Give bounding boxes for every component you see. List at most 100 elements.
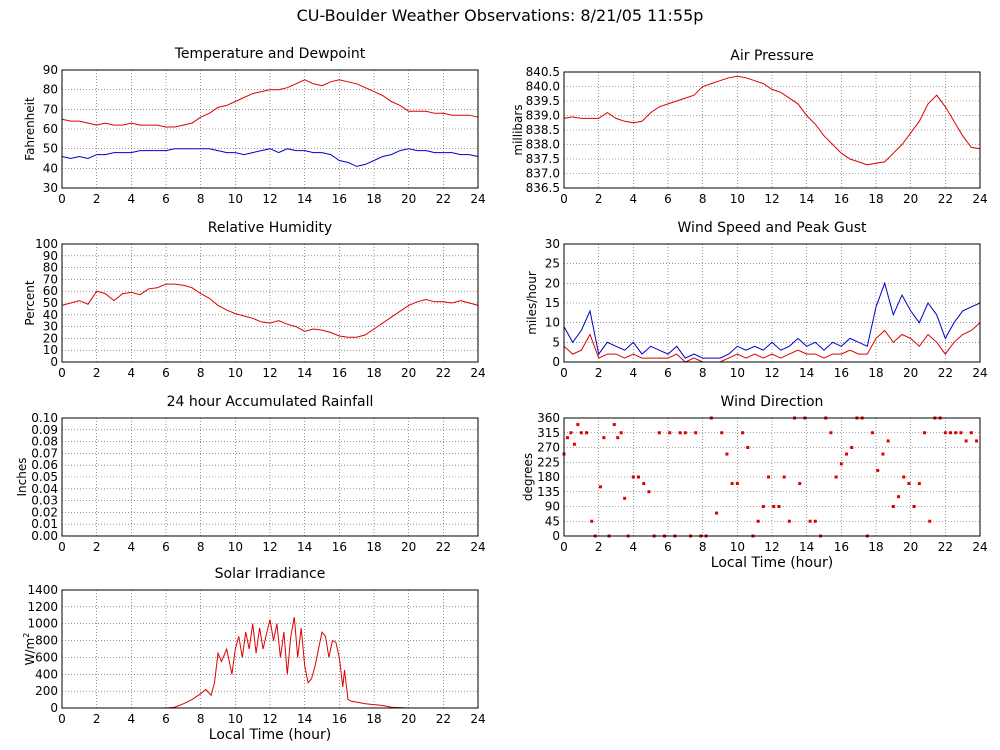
x-tick-label: 22 bbox=[436, 366, 451, 380]
data-point bbox=[647, 490, 651, 494]
y-tick-label: 840.0 bbox=[526, 80, 560, 94]
y-axis-label: W/m2 bbox=[22, 633, 37, 666]
series-line-red bbox=[563, 322, 981, 363]
x-tick-label: 14 bbox=[799, 366, 814, 380]
data-point bbox=[569, 431, 573, 435]
y-tick-label: 315 bbox=[537, 426, 560, 440]
data-point bbox=[735, 482, 739, 486]
y-tick-label: 0.01 bbox=[31, 517, 58, 531]
data-point bbox=[975, 439, 979, 443]
data-point bbox=[668, 431, 672, 435]
data-point bbox=[598, 485, 602, 489]
series-line-blue bbox=[563, 281, 981, 359]
y-tick-label: 0.00 bbox=[31, 529, 58, 543]
y-tick-label: 25 bbox=[545, 257, 560, 271]
y-tick-label: 10 bbox=[545, 316, 560, 330]
x-tick-label: 0 bbox=[58, 366, 66, 380]
x-axis-label: Local Time (hour) bbox=[209, 727, 331, 743]
x-tick-label: 4 bbox=[128, 366, 136, 380]
y-tick-label: 80 bbox=[43, 83, 58, 97]
x-tick-label: 12 bbox=[764, 366, 779, 380]
y-tick-label: 20 bbox=[545, 276, 560, 290]
x-tick-label: 24 bbox=[470, 192, 485, 206]
y-tick-label: 838.5 bbox=[526, 123, 560, 137]
data-point bbox=[876, 468, 880, 472]
data-point bbox=[730, 482, 734, 486]
chart-title: Temperature and Dewpoint bbox=[174, 46, 366, 62]
y-tick-label: 840.5 bbox=[526, 65, 560, 79]
x-tick-label: 18 bbox=[366, 712, 381, 726]
x-tick-label: 10 bbox=[228, 540, 243, 554]
x-tick-label: 4 bbox=[630, 540, 638, 554]
x-tick-label: 18 bbox=[366, 540, 381, 554]
x-tick-label: 0 bbox=[58, 192, 66, 206]
y-tick-label: 30 bbox=[43, 181, 58, 195]
data-point bbox=[954, 431, 958, 435]
data-point bbox=[902, 475, 906, 479]
chart-title: Relative Humidity bbox=[208, 220, 332, 236]
y-tick-label: 15 bbox=[545, 296, 560, 310]
y-tick-label: 0 bbox=[552, 529, 560, 543]
y-tick-label: 100 bbox=[35, 237, 58, 251]
y-tick-label: 45 bbox=[545, 514, 560, 528]
data-point bbox=[845, 452, 849, 456]
data-point bbox=[576, 423, 580, 427]
x-tick-label: 16 bbox=[834, 192, 849, 206]
y-tick-label: 839.5 bbox=[526, 94, 560, 108]
x-tick-label: 16 bbox=[332, 192, 347, 206]
x-tick-label: 14 bbox=[297, 540, 312, 554]
data-point bbox=[907, 482, 911, 486]
x-tick-label: 0 bbox=[560, 540, 568, 554]
data-point bbox=[767, 475, 771, 479]
data-point bbox=[897, 495, 901, 499]
x-tick-label: 18 bbox=[366, 366, 381, 380]
y-tick-label: 10 bbox=[43, 343, 58, 357]
y-tick-label: 0.06 bbox=[31, 458, 58, 472]
y-tick-label: 839.0 bbox=[526, 109, 560, 123]
data-point bbox=[782, 475, 786, 479]
data-point bbox=[602, 436, 606, 440]
y-tick-label: 135 bbox=[537, 485, 560, 499]
y-tick-label: 180 bbox=[537, 470, 560, 484]
x-tick-label: 18 bbox=[868, 540, 883, 554]
y-tick-label: 837.0 bbox=[526, 167, 560, 181]
x-tick-label: 10 bbox=[228, 366, 243, 380]
data-point bbox=[943, 431, 947, 435]
x-tick-label: 2 bbox=[595, 192, 603, 206]
y-tick-label: 837.5 bbox=[526, 152, 560, 166]
x-tick-label: 12 bbox=[262, 192, 277, 206]
data-point bbox=[678, 431, 682, 435]
x-tick-label: 12 bbox=[764, 540, 779, 554]
x-tick-label: 22 bbox=[938, 366, 953, 380]
x-tick-label: 22 bbox=[436, 712, 451, 726]
series-line-red bbox=[62, 616, 478, 709]
x-axis-label: Local Time (hour) bbox=[711, 555, 833, 571]
y-axis-label: Fahrenheit bbox=[23, 97, 37, 161]
chart-title: Wind Direction bbox=[721, 394, 824, 410]
x-tick-label: 6 bbox=[664, 192, 672, 206]
x-tick-label: 10 bbox=[228, 192, 243, 206]
x-tick-label: 14 bbox=[297, 712, 312, 726]
data-point bbox=[565, 436, 569, 440]
y-axis-label-sup: 2 bbox=[22, 633, 31, 638]
y-tick-label: 0 bbox=[50, 701, 58, 715]
x-tick-label: 6 bbox=[664, 366, 672, 380]
x-tick-label: 4 bbox=[128, 192, 136, 206]
x-tick-label: 0 bbox=[58, 712, 66, 726]
x-tick-label: 16 bbox=[834, 540, 849, 554]
x-tick-label: 10 bbox=[730, 540, 745, 554]
x-tick-label: 8 bbox=[699, 366, 707, 380]
y-tick-label: 60 bbox=[43, 122, 58, 136]
y-tick-label: 1200 bbox=[27, 600, 58, 614]
x-tick-label: 8 bbox=[197, 712, 205, 726]
x-tick-label: 22 bbox=[938, 540, 953, 554]
x-tick-label: 6 bbox=[162, 540, 170, 554]
data-point bbox=[787, 519, 791, 523]
x-tick-label: 24 bbox=[972, 540, 987, 554]
data-point bbox=[715, 511, 719, 515]
x-tick-label: 12 bbox=[262, 712, 277, 726]
y-tick-label: 20 bbox=[43, 331, 58, 345]
